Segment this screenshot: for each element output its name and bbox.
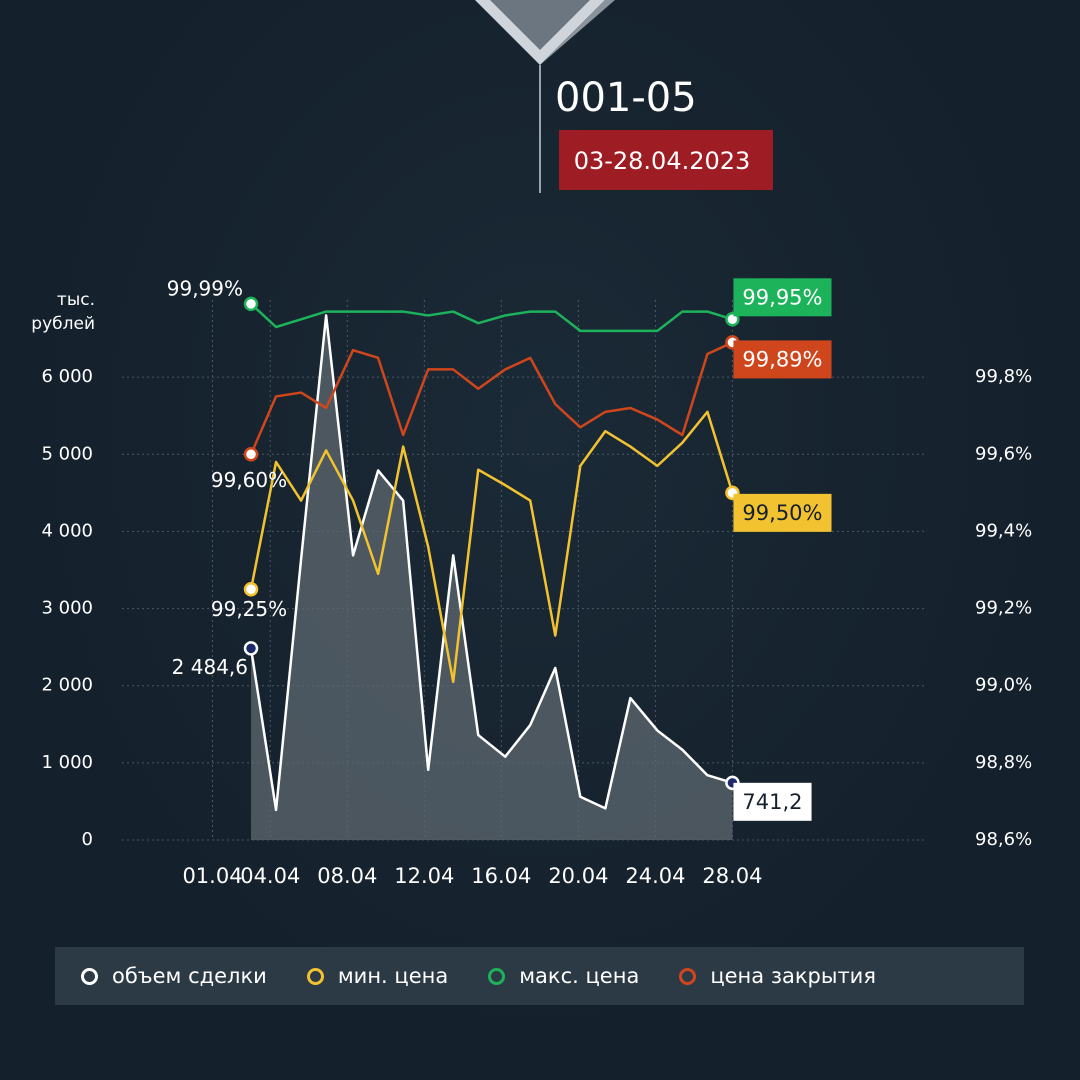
value-box-bg (733, 782, 812, 821)
legend: объем сделки мин. цена макс. цена цена закр… (55, 947, 1024, 1005)
y2-tick-label: 99,4% (975, 520, 1032, 541)
y-tick-label: 2 000 (41, 675, 93, 696)
legend-marker (306, 967, 324, 985)
value-label: 99,60% (211, 468, 287, 492)
value-label: 741,2 (742, 790, 802, 814)
y2-tick-label: 99,8% (975, 366, 1032, 387)
grid (122, 300, 925, 841)
legend-item: цена закрытия (679, 964, 876, 988)
y2-tick-label: 99,0% (975, 675, 1032, 696)
value-box: 99,95% (733, 278, 832, 317)
legend-marker (679, 967, 697, 985)
x-tick-label: 01.04 (182, 864, 242, 888)
value-box: 99,50% (733, 493, 832, 532)
logo-shape (490, 0, 590, 50)
point (243, 296, 259, 312)
value-box-bg (733, 278, 832, 317)
period: 03-28.04.2023 (574, 147, 751, 175)
value-label: 99,99% (167, 276, 243, 300)
legend-item: объем сделки (81, 964, 267, 988)
y-tick-label: 0 (82, 829, 93, 850)
x-tick-label: 24.04 (625, 864, 685, 888)
y2-tick-label: 99,2% (975, 598, 1032, 619)
title: 001-05 (555, 75, 697, 121)
y-tick-label: 6 000 (41, 366, 93, 387)
area (251, 315, 733, 840)
series-line (250, 302, 733, 333)
series-line (249, 314, 733, 812)
value-label: 99,89% (742, 347, 822, 371)
legend-label: мин. цена (337, 964, 449, 988)
series-line (249, 341, 733, 455)
legend-item: макс. цена (488, 964, 639, 988)
y-tick-label: 5 000 (41, 443, 93, 464)
x-tick-label: 28.04 (702, 864, 762, 888)
value-box-bg (733, 340, 832, 379)
legend-label: цена закрытия (710, 964, 876, 988)
point (243, 641, 259, 656)
y-tick-label: 3 000 (41, 598, 93, 619)
x-tick-label: 20.04 (548, 864, 608, 888)
value-label: 99,25% (211, 597, 287, 621)
point (243, 582, 259, 597)
logo-shape (540, 0, 615, 65)
y-tick-label: 1 000 (41, 752, 93, 773)
x-tick-label: 04.04 (240, 864, 300, 888)
value-box: 99,89% (733, 340, 832, 379)
legend-marker (81, 967, 98, 985)
legend-item: мин. цена (306, 964, 449, 988)
point (243, 447, 259, 462)
x-tick-label: 16.04 (471, 864, 531, 888)
value-label: 2 484,6 (172, 655, 248, 679)
legend-label: макс. цена (519, 964, 640, 988)
value-label: 99,50% (742, 501, 822, 525)
y2-tick-label: 98,6% (975, 829, 1032, 850)
y2-tick-label: 99,6% (975, 443, 1032, 464)
y-axis-label: тыс. рублей (31, 290, 95, 334)
y2-tick-label: 98,8% (975, 752, 1032, 773)
legend-label: объем сделки (112, 964, 267, 988)
x-tick-label: 12.04 (394, 864, 454, 888)
period-box (559, 130, 773, 190)
x-tick-label: 08.04 (317, 864, 377, 888)
series-line (249, 410, 734, 684)
y-tick-label: 4 000 (41, 520, 93, 541)
value-box-bg (733, 493, 832, 532)
legend-marker (488, 967, 506, 985)
value-box: 741,2 (733, 782, 812, 821)
value-label: 99,95% (742, 285, 822, 309)
